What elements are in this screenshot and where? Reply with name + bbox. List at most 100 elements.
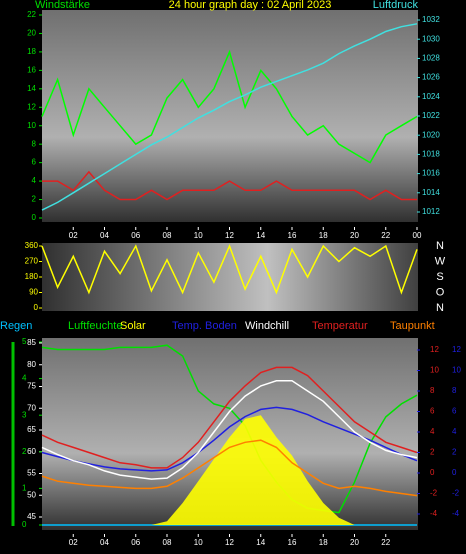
tick-label: 55 xyxy=(27,469,36,478)
direction-label: O xyxy=(436,286,445,298)
tick-label: 12 xyxy=(27,102,36,111)
direction-label: N xyxy=(436,240,444,252)
tick-label: 8 xyxy=(430,386,435,395)
tick-label: 4 xyxy=(452,427,457,436)
x-tick-label: 02 xyxy=(69,231,78,240)
tick-label: 6 xyxy=(452,407,457,416)
direction-label: W xyxy=(435,255,446,267)
tick-label: 4 xyxy=(22,374,27,383)
x-tick-label: 10 xyxy=(194,538,203,547)
x-tick-label: 18 xyxy=(319,538,328,547)
x-tick-label: 18 xyxy=(319,231,328,240)
series-line xyxy=(42,170,417,201)
series-line xyxy=(41,344,418,514)
x-tick-label: 16 xyxy=(288,538,297,547)
x-tick-label: 16 xyxy=(288,231,297,240)
tick-label: 1032 xyxy=(422,15,440,24)
series-line xyxy=(41,406,418,472)
tick-label: 0 xyxy=(34,303,39,312)
tick-label: 1028 xyxy=(422,54,440,63)
x-tick-label: 22 xyxy=(381,538,390,547)
tick-label: -2 xyxy=(452,489,460,498)
tick-label: 10 xyxy=(430,366,439,375)
tick-label: 12 xyxy=(430,345,439,354)
tick-label: 1026 xyxy=(422,73,440,82)
legend-label: Windchill xyxy=(245,320,289,332)
tick-label: 1012 xyxy=(422,207,440,216)
tick-label: 60 xyxy=(27,447,36,456)
tick-label: 1024 xyxy=(422,92,440,101)
tick-label: 270 xyxy=(25,257,39,266)
tick-label: 1020 xyxy=(422,130,440,139)
series-line xyxy=(41,439,418,497)
tick-label: 20 xyxy=(27,29,36,38)
direction-label: S xyxy=(436,271,443,283)
x-tick-label: 00 xyxy=(413,231,422,240)
tick-label: 0 xyxy=(430,468,435,477)
series-line xyxy=(41,243,418,295)
x-tick-label: 06 xyxy=(131,231,140,240)
tick-label: 1016 xyxy=(422,169,440,178)
direction-label: N xyxy=(436,302,444,314)
tick-label: 1018 xyxy=(422,150,440,159)
tick-label: 360 xyxy=(25,241,39,250)
x-tick-label: 08 xyxy=(163,231,172,240)
x-tick-label: 06 xyxy=(131,538,140,547)
tick-label: 1014 xyxy=(422,188,440,197)
tick-label: -4 xyxy=(452,509,460,518)
legend-label: Luftfeuchte xyxy=(68,320,122,332)
tick-label: 0 xyxy=(452,468,457,477)
tick-label: 90 xyxy=(29,288,38,297)
x-tick-label: 12 xyxy=(225,538,234,547)
x-tick-label: 22 xyxy=(381,231,390,240)
tick-label: -2 xyxy=(430,489,438,498)
legend-label: Temperatur xyxy=(312,320,368,332)
tick-label: 2 xyxy=(32,195,37,204)
tick-label: 45 xyxy=(27,512,36,521)
series-line xyxy=(41,23,418,211)
series-line xyxy=(41,49,418,164)
legend-label: Solar xyxy=(120,320,146,332)
tick-label: 0 xyxy=(32,213,37,222)
tick-label: -4 xyxy=(430,509,438,518)
tick-label: 10 xyxy=(452,366,461,375)
tick-label: 85 xyxy=(27,338,36,347)
tick-label: 12 xyxy=(452,345,461,354)
tick-label: 4 xyxy=(32,176,37,185)
tick-label: 0 xyxy=(22,520,27,529)
y2-label: Luftdruck xyxy=(373,0,419,11)
x-tick-label: 12 xyxy=(225,231,234,240)
tick-label: 1 xyxy=(22,484,27,493)
legend-label: Taupunkt xyxy=(390,320,435,332)
plot-bg xyxy=(42,243,418,311)
x-tick-label: 14 xyxy=(256,231,265,240)
tick-label: 65 xyxy=(27,425,36,434)
tick-label: 5 xyxy=(22,337,27,346)
tick-label: 8 xyxy=(452,386,457,395)
series-line xyxy=(41,380,418,480)
legend-label: Regen xyxy=(0,320,32,332)
tick-label: 6 xyxy=(32,158,37,167)
x-tick-label: 14 xyxy=(256,538,265,547)
tick-label: 16 xyxy=(27,65,36,74)
tick-label: 2 xyxy=(430,448,435,457)
tick-label: 6 xyxy=(430,407,435,416)
tick-label: 80 xyxy=(27,360,36,369)
chart-title: 24 hour graph day : 02 April 2023 xyxy=(169,0,332,11)
legend-label: Temp. Boden xyxy=(172,320,237,332)
x-tick-label: 20 xyxy=(350,538,359,547)
x-tick-label: 08 xyxy=(163,538,172,547)
tick-label: 1022 xyxy=(422,111,440,120)
tick-label: 180 xyxy=(25,272,39,281)
tick-label: 3 xyxy=(22,410,27,419)
plot-bg xyxy=(42,10,418,222)
series-line xyxy=(41,366,418,469)
tick-label: 22 xyxy=(27,10,36,19)
x-tick-label: 04 xyxy=(100,538,109,547)
series-area xyxy=(42,415,417,525)
tick-label: 75 xyxy=(27,382,36,391)
tick-label: 10 xyxy=(27,121,36,130)
x-tick-label: 10 xyxy=(194,231,203,240)
